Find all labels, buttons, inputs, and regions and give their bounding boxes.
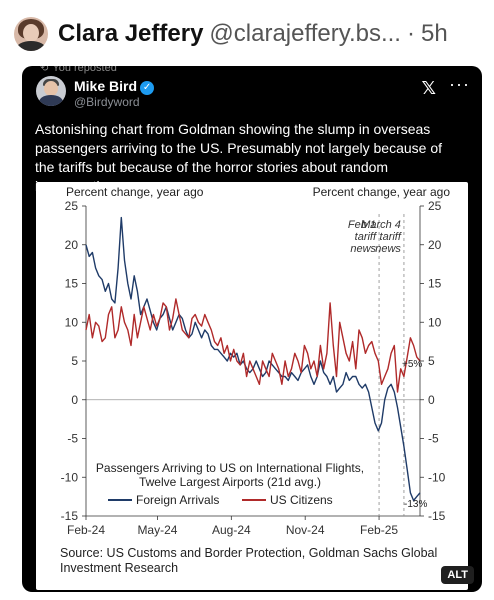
y-tick-label-right: -10 [428, 470, 446, 484]
repost-label: You reposted [52, 66, 117, 74]
y-tick-label-right: 20 [428, 238, 442, 252]
y-tick-label-right: -5 [428, 432, 439, 446]
annotation-label: tariff [380, 231, 402, 243]
annotation-label: news [375, 243, 401, 255]
line-chart: Percent change, year ago Percent change, … [61, 185, 451, 537]
annotation-label: news [350, 243, 376, 255]
x-tick-label: May-24 [137, 523, 177, 537]
quoted-author-name: Mike Bird ✓ [74, 78, 155, 95]
end-label-us-citizens: +5% [402, 359, 422, 370]
quoted-author-handle: @Birdyword [74, 95, 140, 109]
series-line-us-citizens [85, 298, 421, 393]
x-tick-label: Feb-25 [360, 523, 398, 537]
y-tick-label-left: -10 [61, 470, 79, 484]
y-tick-label-left: -15 [61, 509, 79, 523]
quoted-author-name-text: Mike Bird [74, 78, 138, 94]
chart-source: Source: US Customs and Border Protection… [60, 546, 438, 575]
author-handle[interactable]: @clarajeffery.bs... [209, 20, 401, 47]
y-tick-label-right: 0 [428, 393, 435, 407]
author-name[interactable]: Clara Jeffery [58, 20, 204, 47]
annotation-label: Feb 1 [348, 219, 376, 231]
quoted-author-avatar [36, 76, 66, 106]
series-line-foreign-arrivals [85, 216, 421, 502]
y-tick-label-left: 5 [71, 354, 78, 368]
post-header: Clara Jeffery @clarajeffery.bs... · 5h [14, 14, 484, 54]
repost-indicator: ⟲ You reposted [40, 66, 117, 74]
y-tick-label-left: -5 [67, 432, 78, 446]
y-tick-label-left: 0 [71, 393, 78, 407]
more-options-icon: ··· [449, 74, 470, 94]
legend-label-foreign-arrivals: Foreign Arrivals [136, 493, 219, 507]
y-tick-label-left: 15 [65, 277, 79, 291]
post-time[interactable]: 5h [420, 20, 448, 47]
y-tick-label-right: 25 [428, 199, 442, 213]
verified-icon: ✓ [140, 81, 155, 95]
y-tick-label-left: 20 [65, 238, 79, 252]
chart-image: Percent change, year ago Percent change, … [36, 182, 468, 590]
repost-icon: ⟲ [40, 66, 49, 74]
y-tick-label-left: 25 [65, 199, 79, 213]
y-tick-label-right: 10 [428, 315, 442, 329]
y-tick-label-left: 10 [65, 315, 79, 329]
legend-label-us-citizens: US Citizens [270, 493, 333, 507]
y-tick-label-right: 15 [428, 277, 442, 291]
time-separator: · [406, 20, 415, 47]
end-label-foreign-arrivals: -13% [404, 499, 427, 510]
x-tick-label: Feb-24 [67, 523, 105, 537]
legend-title-line-2: Twelve Largest Airports (21d avg.) [139, 475, 321, 489]
y-axis-label-left: Percent change, year ago [66, 185, 204, 199]
y-tick-label-right: -15 [428, 509, 446, 523]
x-tick-label: Aug-24 [212, 523, 251, 537]
alt-text-badge[interactable]: ALT [441, 566, 474, 584]
annotation-label: tariff [355, 231, 377, 243]
annotation-label: March 4 [361, 219, 401, 231]
y-axis-label-right: Percent change, year ago [313, 185, 451, 199]
author-avatar[interactable] [14, 17, 48, 51]
legend-title-line-1: Passengers Arriving to US on Internation… [96, 461, 364, 475]
embedded-image[interactable]: ⟲ You reposted Mike Bird ✓ @Birdyword 𝕏 ··… [22, 66, 482, 592]
x-tick-label: Nov-24 [286, 523, 325, 537]
y-tick-label-right: 5 [428, 354, 435, 368]
x-logo-icon: 𝕏 [421, 78, 436, 98]
